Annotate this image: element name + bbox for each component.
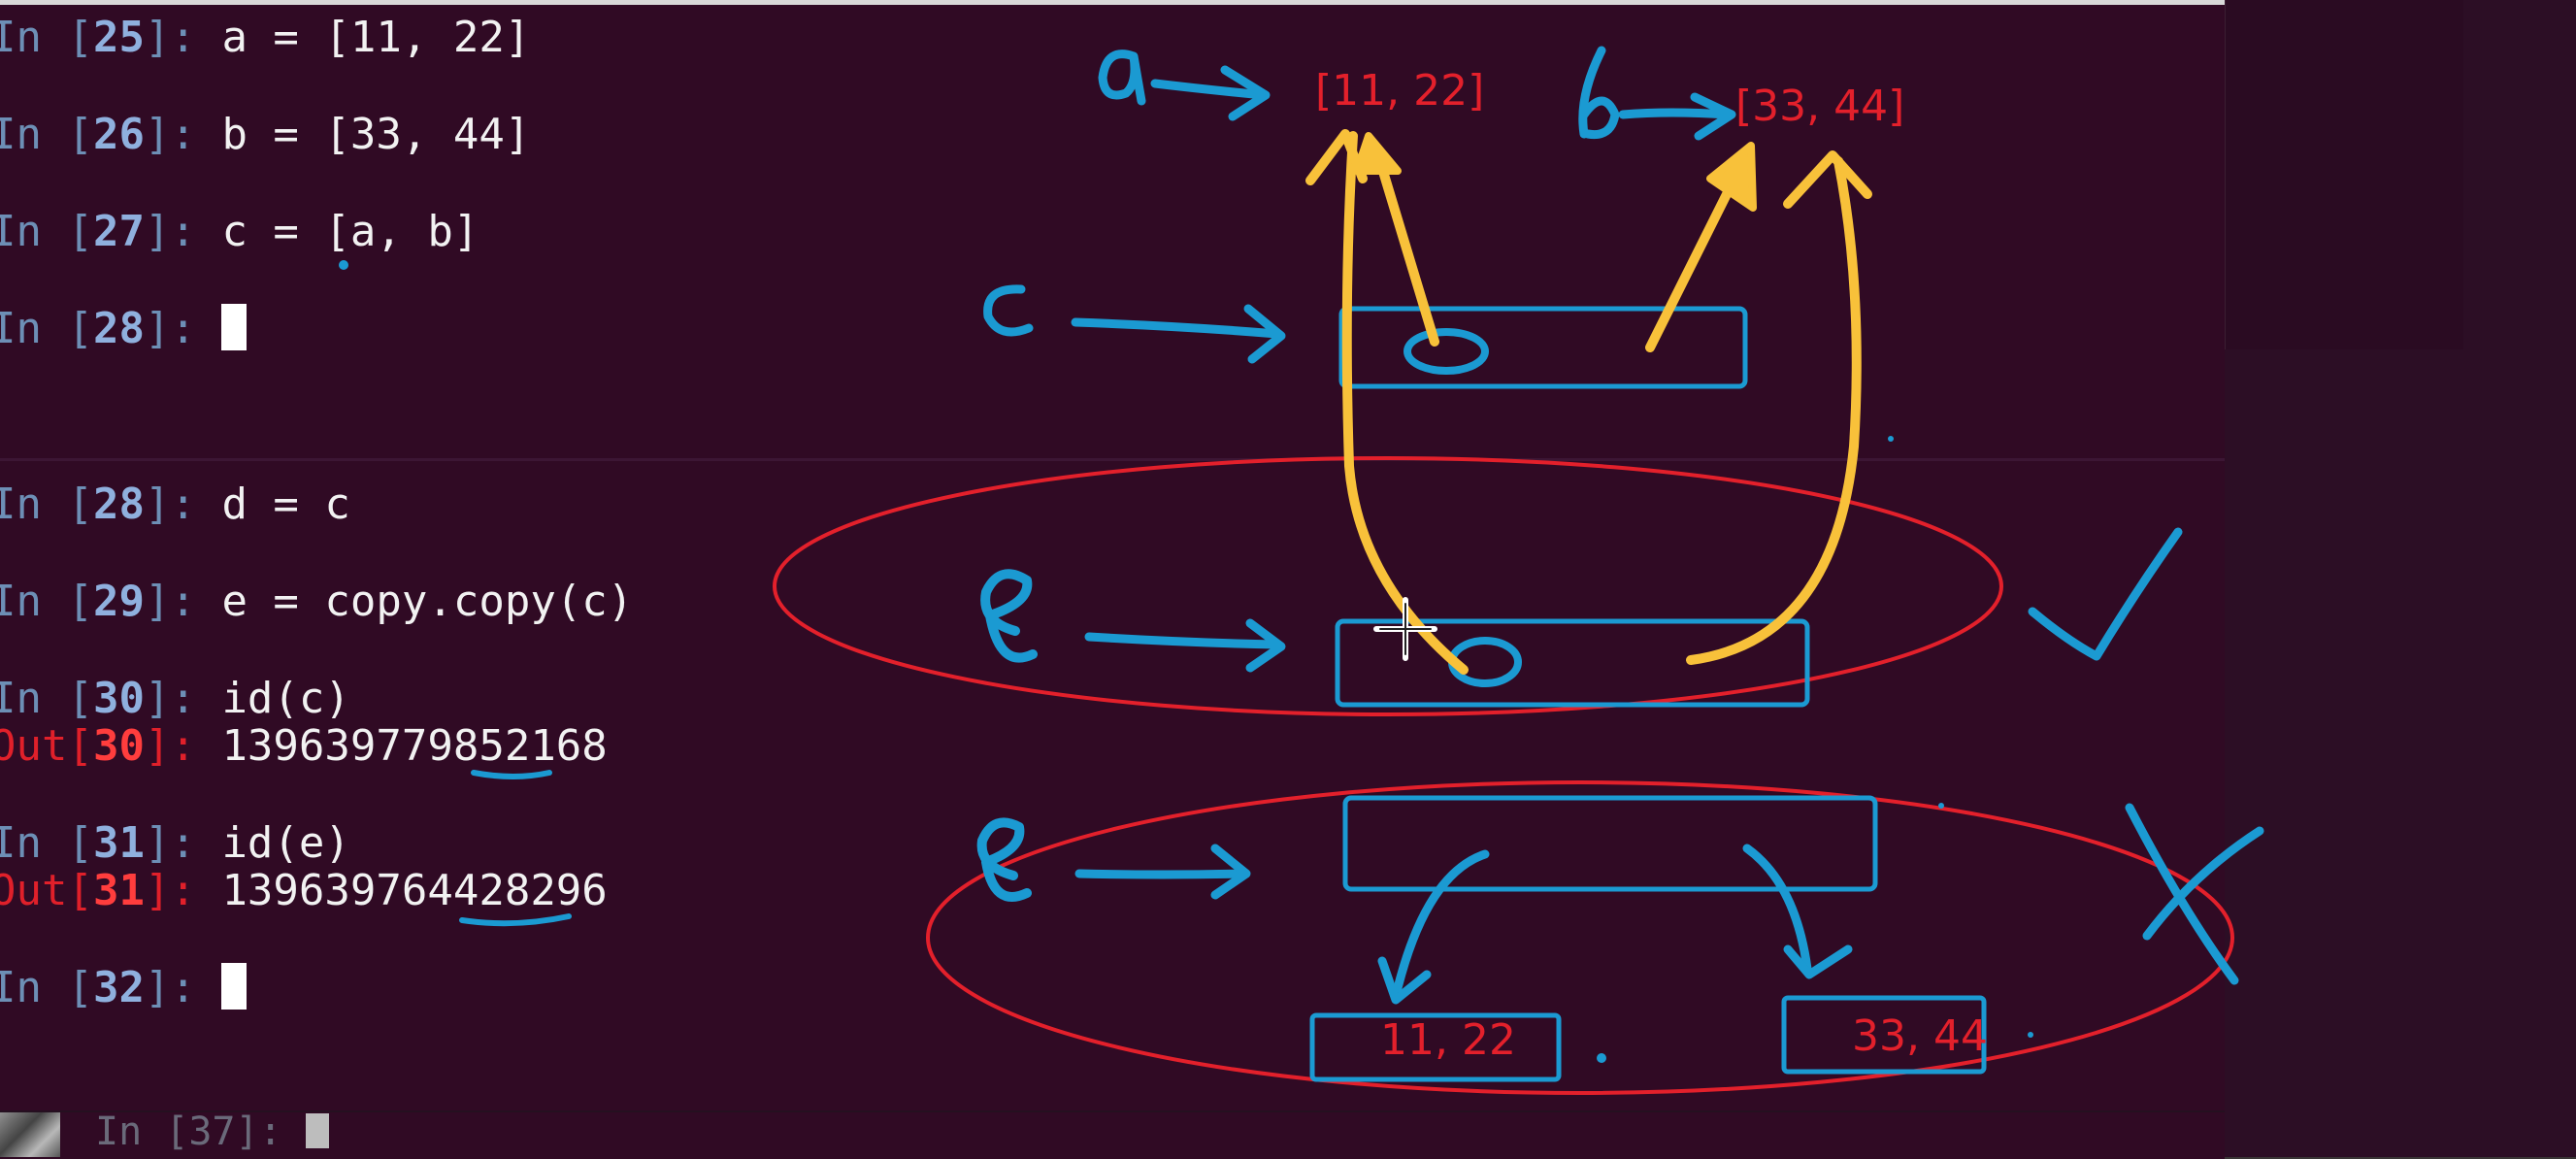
- code-text: id(c): [221, 674, 350, 723]
- code-line[interactable]: In [31]: id(e): [0, 818, 350, 869]
- output-line[interactable]: Out[31]: 139639764428296: [0, 866, 608, 916]
- code-line[interactable]: In [28]: d = c: [0, 480, 350, 530]
- code-line[interactable]: In [37]:: [95, 1107, 329, 1157]
- code-text: c = [a, b]: [221, 207, 479, 256]
- ipython-terminal-top[interactable]: In [25]: a = [11, 22] In [26]: b = [33, …: [0, 0, 2225, 458]
- background-window: [2225, 0, 2463, 349]
- output-prompt: Out[30]:: [0, 721, 222, 771]
- code-line[interactable]: In [29]: e = copy.copy(c): [0, 577, 633, 627]
- code-text: a = [11, 22]: [221, 13, 531, 62]
- text-cursor: [221, 963, 248, 1010]
- code-text: id(e): [221, 818, 350, 868]
- code-text: b = [33, 44]: [221, 110, 531, 159]
- input-prompt: In [31]:: [0, 818, 222, 868]
- output-line[interactable]: Out[30]: 139639779852168: [0, 721, 608, 772]
- code-line[interactable]: In [25]: a = [11, 22]: [0, 13, 530, 63]
- app-thumbnail-icon[interactable]: [0, 1112, 60, 1157]
- ipython-terminal-bottom[interactable]: In [28]: d = c In [29]: e = copy.copy(c)…: [0, 458, 2225, 1110]
- active-input-line[interactable]: In [28]:: [0, 304, 248, 354]
- input-prompt: In [28]:: [0, 480, 222, 529]
- text-cursor: [305, 1113, 329, 1148]
- output-prompt: Out[31]:: [0, 866, 222, 915]
- output-text: 139639779852168: [221, 721, 608, 771]
- output-text: 139639764428296: [221, 866, 608, 915]
- code-text: d = c: [221, 480, 350, 529]
- input-prompt: In [30]:: [0, 674, 222, 723]
- code-line[interactable]: In [27]: c = [a, b]: [0, 207, 479, 257]
- input-prompt: In [32]:: [0, 963, 222, 1012]
- code-line[interactable]: In [26]: b = [33, 44]: [0, 110, 530, 160]
- code-text: e = copy.copy(c): [221, 577, 634, 626]
- text-cursor: [221, 304, 248, 350]
- input-prompt: In [27]:: [0, 207, 222, 256]
- input-prompt: In [28]:: [0, 304, 222, 353]
- ipython-terminal-partial[interactable]: In [37]:: [0, 1107, 2225, 1159]
- input-prompt: In [25]:: [0, 13, 222, 62]
- active-input-line[interactable]: In [32]:: [0, 963, 248, 1013]
- input-prompt: In [26]:: [0, 110, 222, 159]
- input-prompt: In [29]:: [0, 577, 222, 626]
- code-line[interactable]: In [30]: id(c): [0, 674, 350, 724]
